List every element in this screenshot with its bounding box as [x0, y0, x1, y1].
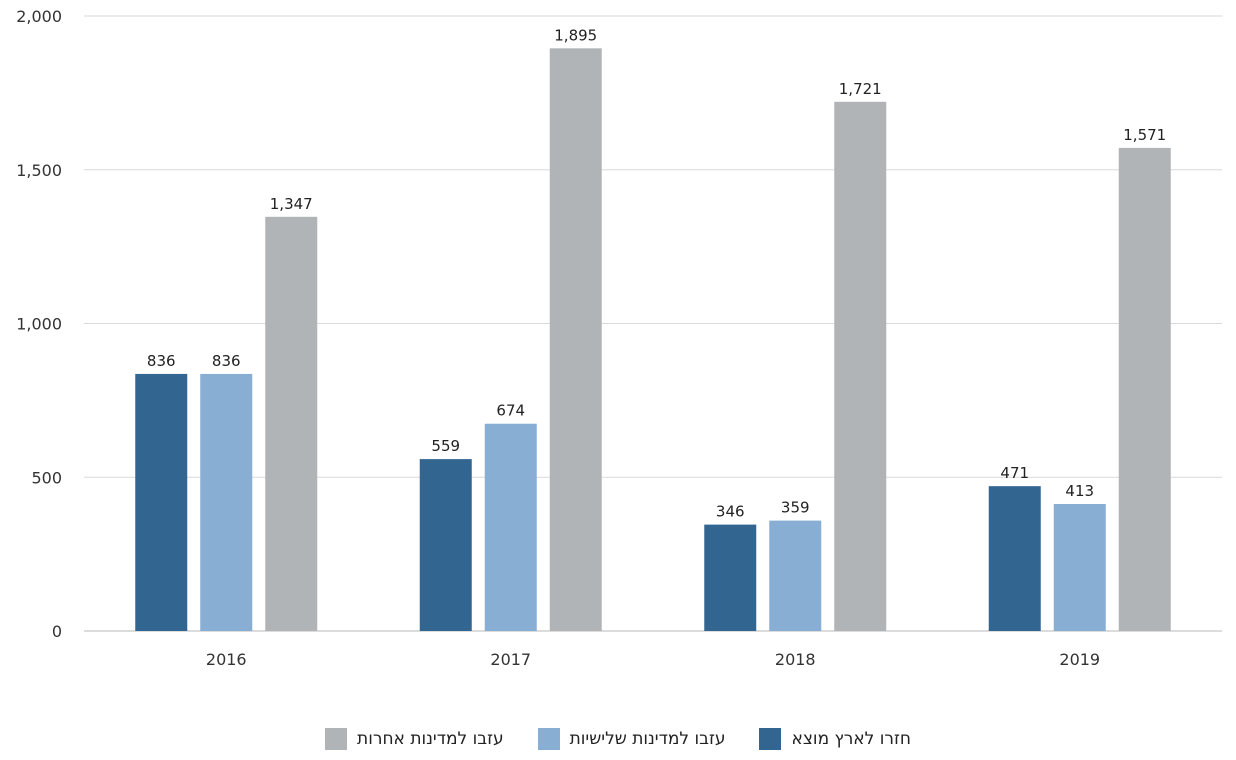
- legend-swatch-third-countries: [537, 728, 560, 750]
- x-tick-label: 2019: [1059, 650, 1100, 669]
- bar: [1053, 504, 1106, 631]
- x-tick-label: 2016: [206, 650, 247, 669]
- bar-value-label: 1,571: [1123, 126, 1166, 144]
- bar: [419, 459, 472, 631]
- bar-value-label: 1,721: [839, 80, 882, 98]
- legend-label-other-countries: עזבו למדינות אחרות: [357, 729, 504, 749]
- bar-value-label: 836: [212, 352, 241, 370]
- bar-value-label: 674: [496, 402, 525, 420]
- x-tick-label: 2017: [490, 650, 531, 669]
- bar: [200, 373, 253, 631]
- legend-label-third-countries: עזבו למדינות שלישיות: [569, 729, 726, 749]
- bar-value-label: 559: [431, 437, 460, 455]
- bar-value-label: 1,895: [554, 26, 597, 44]
- bar: [769, 520, 822, 631]
- y-tick-label: 1,000: [16, 315, 62, 334]
- legend-swatch-returned: [759, 728, 782, 750]
- y-tick-label: 0: [52, 622, 62, 641]
- bar: [1118, 147, 1171, 632]
- legend-item-other-countries: עזבו למדינות אחרות: [325, 728, 504, 750]
- x-tick-label: 2018: [775, 650, 816, 669]
- bar-value-label: 346: [716, 503, 745, 521]
- y-tick-label: 2,000: [16, 7, 62, 26]
- bar-value-label: 471: [1000, 464, 1029, 482]
- y-tick-label: 1,500: [16, 161, 62, 180]
- legend-item-third-countries: עזבו למדינות שלישיות: [537, 728, 726, 750]
- legend-label-returned: חזרו לארץ מוצא: [791, 729, 911, 749]
- legend: חזרו לארץ מוצא עזבו למדינות שלישיות עזבו…: [0, 728, 1236, 750]
- bar: [834, 101, 887, 632]
- legend-swatch-other-countries: [325, 728, 348, 750]
- bar: [265, 216, 318, 632]
- y-tick-label: 500: [31, 468, 62, 487]
- bar-value-label: 413: [1065, 482, 1094, 500]
- bar-value-label: 836: [147, 352, 176, 370]
- bar-value-label: 359: [781, 499, 810, 517]
- legend-item-returned: חזרו לארץ מוצא: [759, 728, 911, 750]
- bar: [135, 373, 188, 631]
- bar: [484, 423, 537, 631]
- bar: [704, 524, 757, 631]
- bar-value-label: 1,347: [270, 195, 313, 213]
- bar: [549, 48, 602, 632]
- bar: [988, 486, 1041, 631]
